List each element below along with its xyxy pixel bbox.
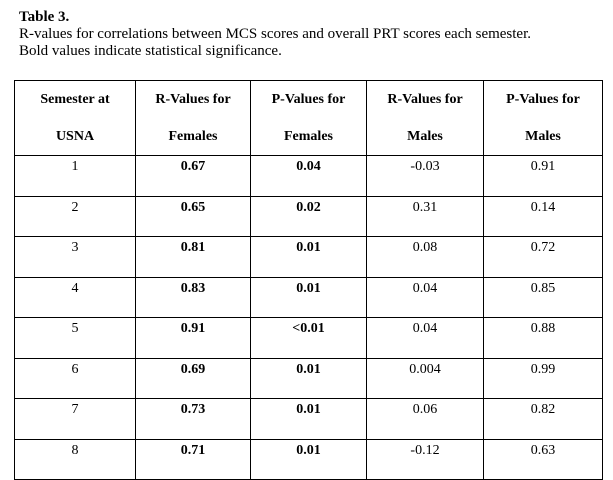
cell-p-males: 0.91 — [483, 155, 603, 197]
cell-p-females: <0.01 — [250, 317, 367, 359]
table-row: 3 0.81 0.01 0.08 0.72 — [14, 236, 603, 278]
cell-p-females: 0.01 — [250, 438, 367, 480]
cell-r-females: 0.65 — [135, 195, 251, 237]
header-line-2: Females — [284, 128, 333, 144]
cell-r-males: 0.04 — [366, 276, 484, 318]
cell-r-males: 0.04 — [366, 317, 484, 359]
cell-r-males: 0.06 — [366, 398, 484, 440]
table-row: 7 0.73 0.01 0.06 0.82 — [14, 398, 603, 440]
cell-semester: 6 — [14, 357, 136, 399]
cell-p-males: 0.14 — [483, 195, 603, 237]
header-line-1: R-Values for — [155, 91, 231, 107]
cell-r-females: 0.81 — [135, 236, 251, 278]
cell-r-females: 0.71 — [135, 438, 251, 480]
cell-p-females: 0.04 — [250, 155, 367, 197]
table-row: 1 0.67 0.04 -0.03 0.91 — [14, 155, 603, 197]
cell-p-females: 0.01 — [250, 398, 367, 440]
cell-p-males: 0.82 — [483, 398, 603, 440]
cell-semester: 7 — [14, 398, 136, 440]
cell-p-females: 0.01 — [250, 236, 367, 278]
cell-r-females: 0.83 — [135, 276, 251, 318]
table-header-row: Semester at USNA R-Values for Females P-… — [14, 80, 603, 156]
header-semester: Semester at USNA — [14, 80, 136, 156]
cell-p-males: 0.63 — [483, 438, 603, 480]
cell-semester: 5 — [14, 317, 136, 359]
cell-p-males: 0.85 — [483, 276, 603, 318]
cell-r-males: 0.08 — [366, 236, 484, 278]
header-line-2: USNA — [55, 128, 95, 144]
header-p-females: P-Values for Females — [250, 80, 367, 156]
header-line-1: R-Values for — [387, 91, 463, 107]
cell-p-females: 0.02 — [250, 195, 367, 237]
cell-semester: 2 — [14, 195, 136, 237]
cell-r-females: 0.91 — [135, 317, 251, 359]
table-row: 2 0.65 0.02 0.31 0.14 — [14, 195, 603, 237]
cell-p-males: 0.88 — [483, 317, 603, 359]
table-caption: Table 3. R-values for correlations betwe… — [19, 9, 531, 60]
cell-r-females: 0.69 — [135, 357, 251, 399]
header-line-1: P-Values for — [271, 91, 346, 107]
cell-p-females: 0.01 — [250, 357, 367, 399]
cell-r-males: 0.31 — [366, 195, 484, 237]
header-line-2: Males — [525, 128, 561, 144]
header-line-1: P-Values for — [506, 91, 580, 107]
cell-semester: 1 — [14, 155, 136, 197]
cell-r-males: 0.004 — [366, 357, 484, 399]
table-row: 8 0.71 0.01 -0.12 0.63 — [14, 438, 603, 480]
cell-p-males: 0.99 — [483, 357, 603, 399]
cell-r-males: -0.03 — [366, 155, 484, 197]
header-line-1: Semester at — [40, 91, 110, 107]
cell-semester: 4 — [14, 276, 136, 318]
cell-semester: 3 — [14, 236, 136, 278]
table-title: Table 3. — [19, 9, 70, 25]
table-row: 6 0.69 0.01 0.004 0.99 — [14, 357, 603, 399]
cell-r-males: -0.12 — [366, 438, 484, 480]
cell-p-females: 0.01 — [250, 276, 367, 318]
table-row: 5 0.91 <0.01 0.04 0.88 — [14, 317, 603, 359]
header-line-2: Males — [407, 128, 443, 144]
cell-semester: 8 — [14, 438, 136, 480]
cell-r-females: 0.67 — [135, 155, 251, 197]
header-p-males: P-Values for Males — [483, 80, 603, 156]
header-r-females: R-Values for Females — [135, 80, 251, 156]
results-table: Semester at USNA R-Values for Females P-… — [14, 80, 603, 480]
header-r-males: R-Values for Males — [366, 80, 484, 156]
cell-r-females: 0.73 — [135, 398, 251, 440]
cell-p-males: 0.72 — [483, 236, 603, 278]
table-row: 4 0.83 0.01 0.04 0.85 — [14, 276, 603, 318]
caption-line-2: Bold values indicate statistical signifi… — [19, 43, 282, 59]
header-line-2: Females — [168, 128, 218, 144]
caption-line-1: R-values for correlations between MCS sc… — [19, 26, 532, 42]
